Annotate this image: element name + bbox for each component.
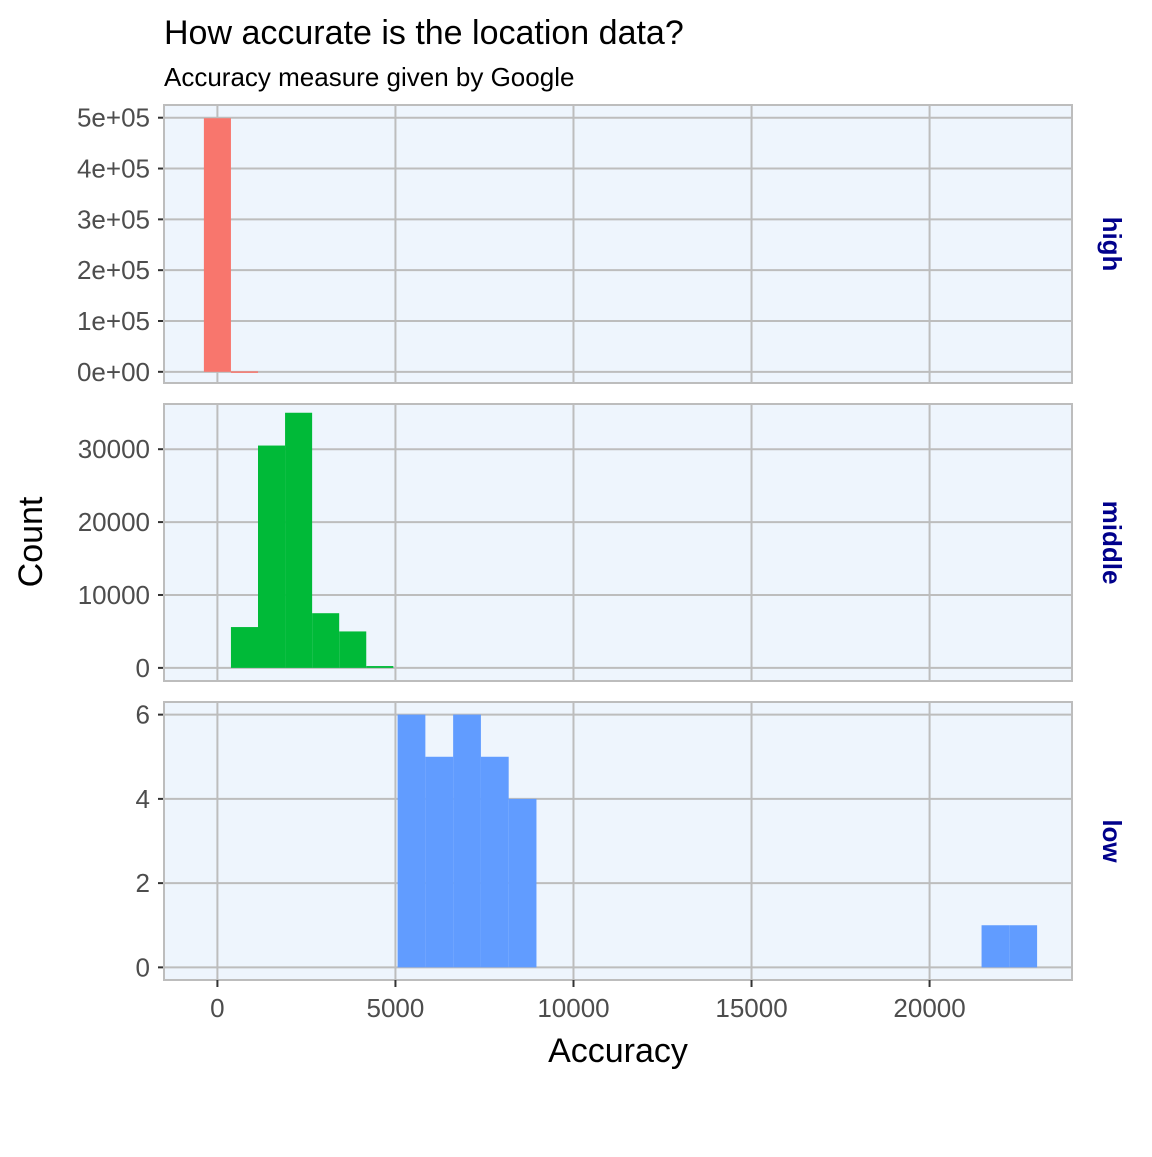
histogram-bar bbox=[1009, 925, 1038, 968]
histogram-bar bbox=[480, 756, 509, 968]
y-tick-label: 1e+05 bbox=[77, 306, 150, 336]
histogram-bar bbox=[339, 631, 367, 668]
histogram-bar bbox=[397, 714, 426, 968]
x-tick-label: 10000 bbox=[537, 993, 609, 1023]
facet-label-low: low bbox=[1097, 819, 1127, 863]
histogram-bar bbox=[366, 666, 394, 668]
y-tick-label: 2 bbox=[136, 868, 150, 898]
histogram-bar bbox=[508, 798, 537, 968]
histogram-bar bbox=[425, 756, 454, 968]
x-tick-label: 15000 bbox=[715, 993, 787, 1023]
panel-low: 0 2 4 6 low bbox=[136, 700, 1127, 983]
y-tick-label: 4e+05 bbox=[77, 154, 150, 184]
panel-middle: 0 10000 20000 30000 middle bbox=[78, 403, 1127, 683]
chart-subtitle: Accuracy measure given by Google bbox=[164, 62, 574, 92]
x-axis-title: Accuracy bbox=[548, 1032, 688, 1070]
y-tick-label: 10000 bbox=[78, 580, 150, 610]
y-tick-label: 0 bbox=[136, 653, 150, 683]
y-tick-label: 4 bbox=[136, 784, 150, 814]
histogram-bar bbox=[453, 714, 481, 968]
y-tick-label: 0 bbox=[136, 952, 150, 982]
y-tick-label: 5e+05 bbox=[77, 103, 150, 133]
panel-high: 0e+00 1e+05 2e+05 3e+05 4e+05 5e+05 high bbox=[77, 103, 1127, 387]
y-tick-label: 6 bbox=[136, 700, 150, 730]
histogram-bar bbox=[981, 925, 1010, 968]
y-axis-title: Count bbox=[12, 496, 50, 587]
x-tick-label: 0 bbox=[210, 993, 224, 1023]
histogram-bar bbox=[230, 627, 259, 668]
facet-label-middle: middle bbox=[1097, 501, 1127, 585]
x-axis: 0 5000 10000 15000 20000 bbox=[210, 980, 966, 1023]
histogram-bar bbox=[203, 118, 231, 372]
x-tick-label: 20000 bbox=[893, 993, 965, 1023]
panel-border bbox=[163, 403, 1073, 682]
chart-title: How accurate is the location data? bbox=[164, 14, 684, 52]
panel-border bbox=[163, 701, 1073, 981]
panels-layer: 0e+00 1e+05 2e+05 3e+05 4e+05 5e+05 high 0 10000… bbox=[77, 103, 1127, 983]
y-tick-label: 20000 bbox=[78, 507, 150, 537]
histogram-bar bbox=[312, 613, 340, 668]
histogram-bar bbox=[285, 412, 313, 668]
y-tick-label: 0e+00 bbox=[77, 357, 150, 387]
panel-background bbox=[164, 702, 1072, 980]
panel-background bbox=[164, 105, 1072, 383]
panel-border bbox=[163, 104, 1073, 384]
facet-label-high: high bbox=[1097, 217, 1127, 272]
histogram-bar bbox=[258, 445, 286, 668]
y-tick-label: 3e+05 bbox=[77, 204, 150, 234]
y-tick-label: 2e+05 bbox=[77, 255, 150, 285]
histogram-bar bbox=[230, 371, 259, 373]
x-tick-label: 5000 bbox=[367, 993, 425, 1023]
y-tick-label: 30000 bbox=[78, 434, 150, 464]
